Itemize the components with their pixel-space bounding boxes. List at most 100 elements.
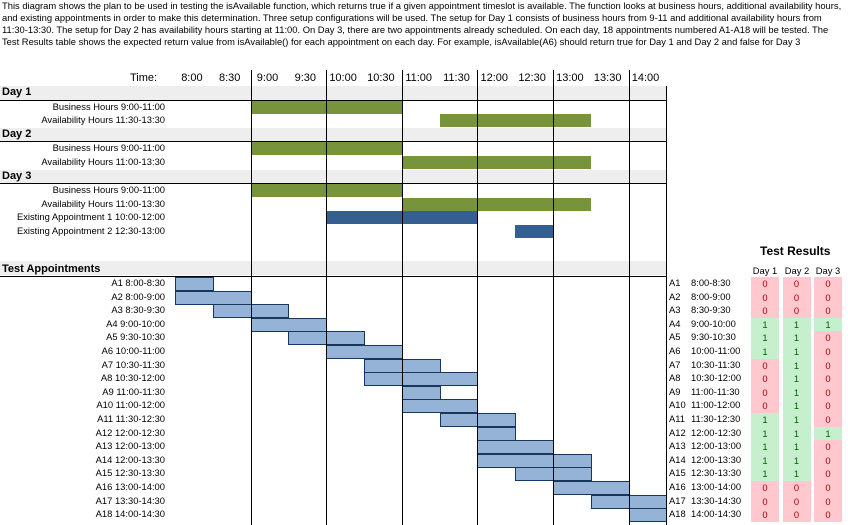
result-cell: 0 <box>814 385 842 400</box>
test-appointment-bar <box>477 453 592 468</box>
result-row-time: 11:00-12:00 <box>691 399 741 411</box>
row-separator <box>0 141 666 143</box>
result-row-time: 9:30-10:30 <box>691 331 736 343</box>
result-row-id: A10 <box>669 399 686 411</box>
result-row-id: A18 <box>669 508 686 520</box>
test-appointment-label: A17 13:30-14:30 <box>95 494 165 506</box>
test-appointment-label: A16 13:00-14:00 <box>95 481 165 492</box>
result-cell: 1 <box>782 385 811 400</box>
result-cell: 1 <box>782 467 811 481</box>
hour-gridline <box>401 70 403 525</box>
results-col-day1: Day 1 <box>752 265 778 276</box>
test-appointment-label: A6 10:00-11:00 <box>101 345 165 356</box>
result-cell: 0 <box>814 277 842 291</box>
result-row-time: 12:00-13:00 <box>691 440 742 452</box>
result-row-id: A5 <box>669 331 681 343</box>
test-appointment-bar <box>401 399 479 414</box>
result-cell: 0 <box>751 358 779 373</box>
setup-row-label: Availability Hours 11:00-13:30 <box>41 197 165 209</box>
result-row-time: 10:30-11:30 <box>691 358 741 370</box>
day-header: Day 2 <box>2 127 32 140</box>
result-row-id: A16 <box>669 481 686 492</box>
result-row-time: 12:00-12:30 <box>691 426 742 438</box>
time-label: 8:00 <box>181 72 203 84</box>
result-cell: 0 <box>814 358 842 373</box>
test-appointment-bar <box>477 426 517 441</box>
time-label: 10:00 <box>329 72 357 84</box>
result-cell: 0 <box>751 304 779 318</box>
hour-gridline <box>553 70 554 525</box>
test-appointment-bar <box>401 385 441 400</box>
result-cell: 1 <box>782 426 811 441</box>
result-row-id: A1 <box>669 277 681 288</box>
result-cell: 1 <box>751 331 779 345</box>
result-cell: 1 <box>751 440 779 454</box>
result-cell: 0 <box>751 399 779 413</box>
test-appointment-label: A18 14:00-14:30 <box>95 508 165 520</box>
result-row-time: 13:30-14:30 <box>691 494 742 506</box>
test-appointment-label: A7 10:30-11:30 <box>101 358 165 370</box>
result-row-id: A12 <box>669 426 686 438</box>
test-appointment-bar <box>477 440 554 455</box>
time-label: 8:30 <box>218 72 241 84</box>
result-row-time: 10:00-11:00 <box>691 345 741 356</box>
time-label: 12:00 <box>480 72 509 84</box>
result-row-time: 8:00-8:30 <box>691 277 731 288</box>
result-cell: 0 <box>751 277 779 291</box>
test-appointment-label: A15 12:30-13:30 <box>95 467 165 479</box>
test-appointment-label: A12 12:00-12:30 <box>95 426 165 438</box>
availability-bar <box>401 197 591 211</box>
hour-gridline <box>250 70 252 525</box>
day-header: Day 1 <box>2 86 32 98</box>
time-label: 13:30 <box>593 72 622 84</box>
test-appointment-label: A3 8:30-9:30 <box>111 304 165 316</box>
result-row-id: A11 <box>669 413 685 424</box>
result-cell: 0 <box>814 372 842 386</box>
result-cell: 0 <box>751 385 779 400</box>
time-label: 11:30 <box>443 72 470 84</box>
test-appointment-label: A13 12:00-13:00 <box>95 440 165 452</box>
test-appointment-label: A1 8:00-8:30 <box>111 277 165 288</box>
test-appointment-bar <box>175 277 214 291</box>
test-header-band <box>0 261 666 275</box>
result-cell: 1 <box>782 358 811 373</box>
test-appointment-label: A10 11:00-12:00 <box>96 399 165 411</box>
result-row-id: A6 <box>669 345 681 356</box>
day-header-band <box>0 127 666 142</box>
result-cell: 0 <box>814 345 842 359</box>
test-results-title: Test Results <box>760 244 831 258</box>
result-row-id: A15 <box>669 467 686 479</box>
test-appointment-label: A4 9:00-10:00 <box>106 317 165 329</box>
results-col-day3: Day 3 <box>815 265 841 276</box>
setup-row-label: Business Hours 9:00-11:00 <box>52 100 165 112</box>
test-appointments-header: Test Appointments <box>2 263 101 275</box>
result-row-id: A13 <box>669 440 686 452</box>
result-cell: 1 <box>751 426 779 441</box>
result-cell: 0 <box>782 304 811 318</box>
hour-gridline <box>628 70 630 525</box>
result-row-id: A3 <box>669 304 681 316</box>
right-border <box>666 86 667 525</box>
result-cell: 0 <box>814 481 842 495</box>
result-cell: 0 <box>814 494 842 509</box>
result-cell: 0 <box>814 508 842 522</box>
result-cell: 1 <box>814 426 842 441</box>
time-label: 9:30 <box>294 72 316 84</box>
result-cell: 1 <box>782 372 811 386</box>
test-appointment-bar <box>175 290 252 305</box>
setup-row-label: Availability Hours 11:00-13:30 <box>41 156 165 167</box>
result-cell: 0 <box>751 290 779 305</box>
result-cell: 0 <box>814 453 842 468</box>
result-row-time: 12:00-13:30 <box>691 453 742 465</box>
day-header-band <box>0 86 666 100</box>
existing-appointment-bar <box>326 211 478 225</box>
result-row-time: 12:30-13:30 <box>691 467 742 479</box>
existing-appointment-bar <box>515 225 553 238</box>
result-row-id: A9 <box>669 385 681 397</box>
result-cell: 1 <box>782 453 811 468</box>
result-cell: 0 <box>814 440 842 454</box>
result-row-time: 14:00-14:30 <box>691 508 742 520</box>
result-cell: 0 <box>782 494 811 509</box>
result-cell: 0 <box>782 508 811 522</box>
hour-gridline <box>477 70 479 525</box>
